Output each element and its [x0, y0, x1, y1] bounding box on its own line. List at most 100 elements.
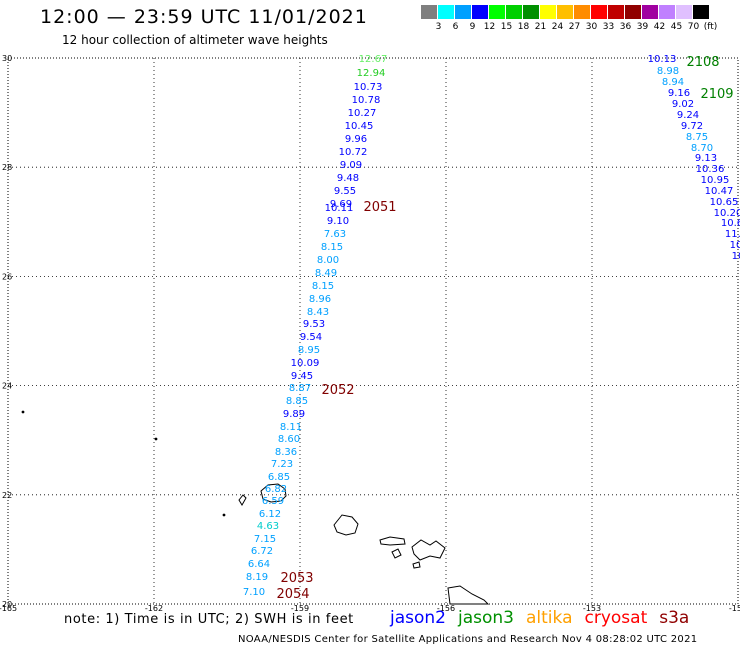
wave-height-label: 10.13: [648, 54, 677, 65]
wave-height-label: 10: [730, 240, 740, 251]
wave-height-label: 10.09: [291, 358, 320, 369]
wave-height-label: 7.10: [243, 587, 265, 598]
wave-height-label: 9.09: [340, 160, 362, 171]
wave-height-label: 12.94: [357, 68, 386, 79]
pass-number-label: 2052: [321, 383, 354, 398]
scale-label: 6: [452, 22, 459, 32]
wave-height-label: 10.73: [354, 82, 383, 93]
kauai-island: [260, 483, 287, 503]
wave-height-label: 8.43: [307, 307, 329, 318]
scale-swatch: [540, 5, 557, 19]
wave-height-label: 8.60: [278, 434, 300, 445]
pass-number-label: 2053: [280, 571, 313, 586]
kaula-islet: [222, 513, 226, 517]
scale-label: 33: [602, 22, 615, 32]
satellite-name: jason2: [390, 608, 446, 628]
scale-swatch: [659, 5, 676, 19]
satellite-name: cryosat: [584, 608, 648, 628]
scale-swatch: [642, 5, 659, 19]
track-west: 12.67 12.94 10.73 10.78 10.27 10.45 9.96 10.72 9…: [243, 54, 397, 602]
scale-swatch: [676, 5, 693, 19]
wave-height-label: 10.72: [339, 147, 368, 158]
hawaiian-islands: [21, 410, 490, 605]
axis-labels: -165 -162 -159 -156 -153 -150 30 28 26 24 22 20: [0, 54, 740, 613]
lat-label: 20: [2, 600, 12, 609]
wave-height-label: 10: [732, 251, 740, 262]
wave-height-label: 8.96: [309, 294, 331, 305]
wave-height-label: 8.87: [289, 383, 311, 394]
wave-height-label: 9.13: [695, 153, 717, 164]
map-frame: [7, 57, 739, 605]
wave-height-label: 10.47: [705, 186, 734, 197]
lat-label: 24: [2, 382, 12, 391]
kahoolawe-island: [412, 561, 421, 569]
wave-height-label: 8.98: [657, 66, 679, 77]
footer-note: note: 1) Time is in UTC; 2) SWH is in fe…: [64, 612, 354, 627]
footer-credit: NOAA/NESDIS Center for Satellite Applica…: [238, 634, 698, 645]
wave-height-label: 8.15: [312, 281, 334, 292]
scale-label: 36: [619, 22, 632, 32]
lon-label: -153: [583, 604, 601, 613]
wave-height-label: 4.63: [257, 521, 279, 532]
lat-label: 28: [2, 163, 12, 172]
scale-label: 18: [517, 22, 530, 32]
scale-swatch: [591, 5, 608, 19]
wave-height-label: 8.00: [317, 255, 339, 266]
wave-height-label: 7.63: [324, 229, 346, 240]
scale-swatch: [574, 5, 591, 19]
wave-height-label: 10.78: [352, 95, 381, 106]
wave-height-label: 8.11: [280, 422, 302, 433]
scale-label: 24: [551, 22, 564, 32]
scale-label: 39: [636, 22, 649, 32]
wave-height-label: 10.11: [325, 203, 354, 214]
lat-label: 26: [2, 272, 12, 281]
wave-height-label: 9.89: [283, 409, 305, 420]
wave-height-label: 9.24: [677, 110, 699, 121]
wave-height-label: 8.49: [315, 268, 337, 279]
wave-height-label: 9.45: [291, 371, 313, 382]
lon-label: -150: [729, 604, 740, 613]
scale-swatch: [506, 5, 523, 19]
satellite-name: s3a: [659, 608, 690, 628]
wave-height-label: 6.72: [251, 546, 273, 557]
scale-swatch: [523, 5, 540, 19]
wave-height-label: 10.36: [696, 164, 725, 175]
lon-label: -159: [291, 604, 309, 613]
wave-height-label: 6.82: [265, 484, 287, 495]
wave-height-label: 8.19: [246, 572, 268, 583]
necker-islet: [21, 410, 25, 414]
scale-label: 15: [500, 22, 513, 32]
wave-height-label: 7.23: [271, 459, 293, 470]
wave-height-label: 8.75: [686, 132, 708, 143]
map-title: 12:00 — 23:59 UTC 11/01/2021: [40, 6, 368, 28]
scale-swatch: [625, 5, 642, 19]
scale-swatch: [438, 5, 455, 19]
wave-height-label: 8.15: [321, 242, 343, 253]
scale-label: 9: [469, 22, 476, 32]
wave-height-label: 9.16: [668, 88, 690, 99]
lon-label: -162: [145, 604, 163, 613]
scale-label: 3: [435, 22, 442, 32]
wave-height-label: 10.6: [721, 218, 740, 229]
pass-number-label: 2108: [686, 55, 719, 70]
wave-height-label: 9.48: [337, 173, 359, 184]
wave-height-label: 8.94: [662, 77, 684, 88]
wave-height-label: 9.69: [330, 199, 352, 210]
wave-height-label: 6.64: [248, 559, 270, 570]
scale-swatch: [472, 5, 489, 19]
lanai-island: [391, 548, 402, 559]
wave-height-label: 11.4: [725, 229, 740, 240]
lon-label: -156: [437, 604, 455, 613]
satellite-name: altika: [526, 608, 573, 628]
wave-height-label: 10.65: [710, 197, 739, 208]
scale-label: 12: [483, 22, 496, 32]
pass-number-label: 2109: [700, 87, 733, 102]
wave-height-label: 12.67: [359, 54, 388, 65]
wave-height-label: 9.55: [334, 186, 356, 197]
map-subtitle: 12 hour collection of altimeter wave hei…: [62, 33, 328, 47]
wave-height-label: 9.72: [681, 121, 703, 132]
wave-height-label: 8.85: [286, 396, 308, 407]
scale-swatch: [608, 5, 625, 19]
wave-height-label: 6.85: [268, 472, 290, 483]
wave-height-label: 10.95: [701, 175, 730, 186]
